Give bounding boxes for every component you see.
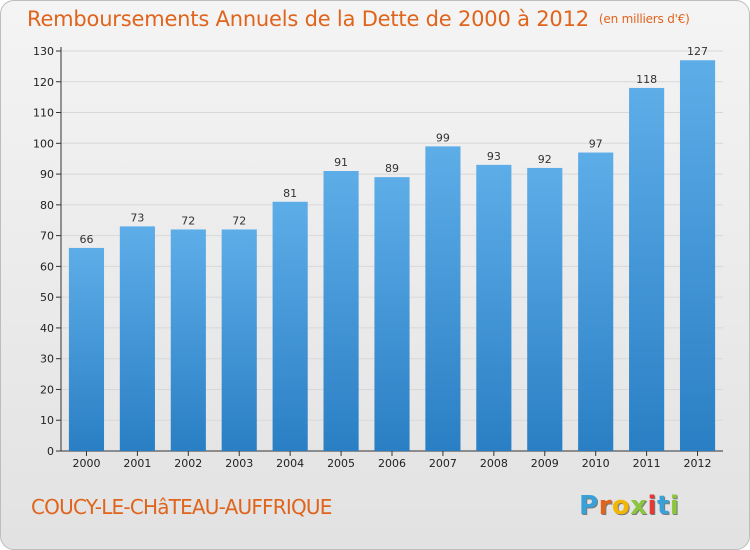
chart-title-text: Remboursements Annuels de la Dette de 20…: [27, 7, 589, 31]
bar: [629, 87, 665, 451]
value-label: 97: [589, 138, 603, 151]
bar: [221, 229, 257, 451]
bar: [272, 201, 308, 451]
value-label: 127: [687, 45, 708, 58]
bar: [679, 60, 716, 451]
value-label: 66: [79, 233, 93, 246]
y-tick-label: 70: [40, 230, 54, 243]
value-label: 72: [181, 214, 195, 227]
logo-letter: t: [656, 491, 670, 521]
value-label: 99: [436, 131, 450, 144]
y-tick-label: 130: [33, 45, 54, 58]
bar: [170, 229, 206, 451]
bar: [425, 146, 461, 451]
bars: [68, 60, 716, 452]
y-tick-label: 110: [33, 107, 54, 120]
y-tick-label: 0: [47, 445, 54, 458]
logo-letter: x: [630, 491, 648, 521]
chart-title: Remboursements Annuels de la Dette de 20…: [27, 7, 690, 31]
x-tick-label: 2001: [123, 457, 151, 470]
bar: [119, 226, 155, 451]
value-label: 92: [538, 153, 552, 166]
y-tick-label: 90: [40, 168, 54, 181]
chart-unit: (en milliers d'€): [598, 12, 690, 26]
y-tick-label: 80: [40, 199, 54, 212]
y-tick-label: 20: [40, 383, 54, 396]
logo-letter: i: [669, 491, 680, 521]
x-tick-label: 2010: [582, 457, 610, 470]
proxiti-logo: Proxiti: [579, 491, 679, 521]
x-tick-label: 2012: [684, 457, 712, 470]
value-label: 118: [636, 73, 657, 86]
y-tick-label: 120: [33, 76, 54, 89]
labels: 0 10 20 30 40 50 60 70 80 90 100 110 120 130 66 2000 73 2…: [33, 45, 712, 470]
value-label: 91: [334, 156, 348, 169]
x-tick-label: 2009: [531, 457, 559, 470]
y-tick-label: 50: [40, 291, 54, 304]
x-tick-label: 2006: [378, 457, 406, 470]
value-label: 72: [232, 214, 246, 227]
logo-letter: r: [598, 491, 612, 521]
x-tick-label: 2011: [633, 457, 661, 470]
y-tick-label: 30: [40, 353, 54, 366]
y-tick-label: 40: [40, 322, 54, 335]
commune-name: COUCY-LE-CHâTEAU-AUFFRIQUE: [31, 495, 332, 519]
x-tick-label: 2000: [72, 457, 100, 470]
value-label: 89: [385, 162, 399, 175]
value-label: 81: [283, 187, 297, 200]
bar: [578, 152, 614, 452]
y-tick-label: 10: [40, 414, 54, 427]
x-tick-label: 2005: [327, 457, 355, 470]
logo-letter: o: [611, 491, 631, 521]
bar: [68, 247, 105, 451]
value-label: 93: [487, 150, 501, 163]
bar: [527, 167, 563, 451]
x-tick-label: 2002: [174, 457, 202, 470]
logo-letter: P: [579, 491, 599, 521]
x-tick-label: 2003: [225, 457, 253, 470]
bar: [374, 177, 410, 451]
y-tick-label: 60: [40, 260, 54, 273]
bar: [476, 164, 512, 451]
x-tick-label: 2008: [480, 457, 508, 470]
bar: [323, 171, 359, 451]
y-tick-label: 100: [33, 137, 54, 150]
x-tick-label: 2007: [429, 457, 457, 470]
x-tick-label: 2004: [276, 457, 304, 470]
value-label: 73: [130, 211, 144, 224]
logo-letter: i: [647, 491, 657, 521]
